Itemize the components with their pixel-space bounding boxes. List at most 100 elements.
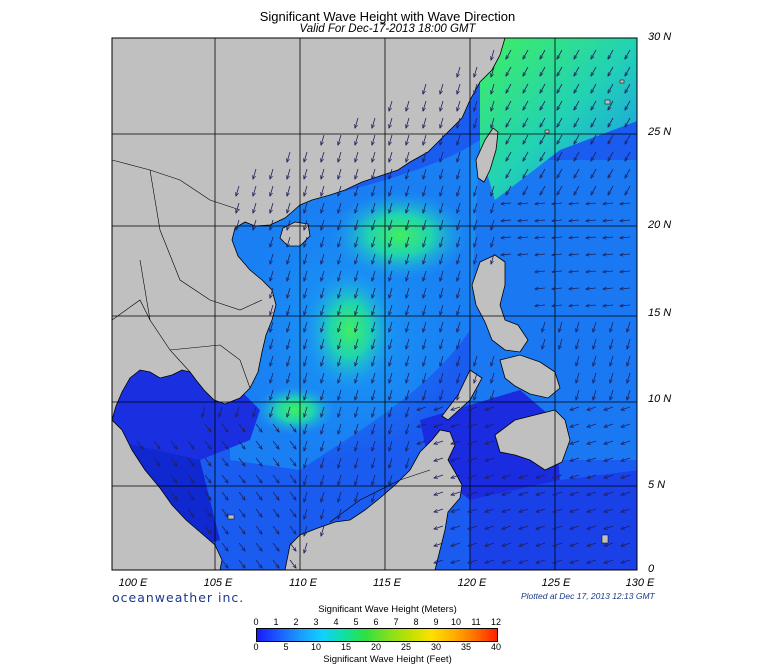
- wave-arrow: [255, 525, 262, 534]
- wave-arrow: [593, 372, 597, 383]
- lat-label-0: 0: [648, 563, 655, 575]
- wave-arrow: [287, 168, 291, 179]
- wave-arrow: [406, 440, 410, 451]
- colorbar-meter-tick: 5: [353, 617, 359, 627]
- colorbar-feet-tick: 30: [430, 642, 441, 652]
- wave-arrow: [187, 440, 194, 449]
- wave-arrow: [569, 220, 580, 221]
- wave-arrow: [468, 406, 478, 410]
- wave-arrow: [474, 355, 478, 366]
- wave-arrow: [535, 220, 546, 221]
- wave-arrow: [321, 151, 325, 162]
- wave-arrow: [576, 355, 580, 366]
- wave-arrow: [610, 355, 614, 366]
- wave-arrow: [434, 525, 444, 529]
- wave-arrow: [627, 338, 631, 349]
- wave-arrow: [355, 321, 359, 332]
- wave-arrow: [457, 202, 461, 213]
- wave-arrow: [491, 372, 495, 383]
- wave-arrow: [321, 253, 325, 264]
- wave-arrow: [523, 49, 529, 59]
- wave-arrow: [468, 423, 478, 427]
- wave-arrow: [451, 542, 461, 546]
- wave-arrow: [304, 491, 308, 502]
- wave-arrow: [502, 525, 512, 529]
- wave-arrow: [270, 304, 274, 315]
- wave-arrow: [518, 220, 529, 221]
- wave-arrow: [610, 321, 614, 332]
- wave-arrow: [474, 389, 478, 400]
- wave-arrow: [304, 457, 308, 468]
- wave-arrow: [557, 100, 563, 110]
- wave-arrow: [552, 254, 563, 255]
- wave-arrow: [406, 321, 410, 332]
- wave-arrow: [136, 440, 143, 449]
- wave-arrow: [289, 474, 296, 483]
- wave-arrow: [603, 271, 614, 272]
- wave-arrow: [270, 287, 274, 298]
- wave-arrow: [468, 542, 478, 546]
- wave-arrow: [523, 185, 529, 195]
- wave-arrow: [603, 305, 614, 306]
- wave-arrow: [338, 423, 342, 434]
- wave-arrow: [304, 168, 308, 179]
- wave-arrow: [593, 338, 597, 349]
- wave-arrow: [355, 134, 359, 145]
- wave-arrow: [304, 304, 308, 315]
- lat-label-5: 5 N: [648, 479, 666, 491]
- wave-arrow: [253, 185, 257, 196]
- wave-arrow: [491, 219, 495, 230]
- wave-arrow: [608, 49, 614, 59]
- wave-arrow: [608, 100, 614, 110]
- wave-arrow: [457, 253, 461, 264]
- wave-arrow: [603, 237, 614, 238]
- wave-arrow: [304, 219, 308, 230]
- wave-arrow: [255, 508, 262, 517]
- wave-arrow: [540, 185, 546, 195]
- wave-arrow: [389, 304, 393, 315]
- wave-arrow: [287, 338, 291, 349]
- wave-arrow: [625, 185, 631, 195]
- wave-arrow: [501, 237, 512, 238]
- wave-arrow: [338, 134, 342, 145]
- wave-arrow: [321, 355, 325, 366]
- wave-arrow: [491, 66, 495, 77]
- wave-arrow: [406, 287, 410, 298]
- wave-arrow: [287, 253, 291, 264]
- wave-arrow: [304, 508, 308, 519]
- wave-arrow: [440, 151, 444, 162]
- wave-arrow: [621, 525, 631, 529]
- wave-arrow: [338, 219, 342, 230]
- wave-arrow: [304, 185, 308, 196]
- wave-arrow: [474, 185, 478, 196]
- wave-arrow: [389, 270, 393, 281]
- wave-arrow: [604, 491, 614, 495]
- wave-arrow: [474, 202, 478, 213]
- wave-arrow: [625, 83, 631, 93]
- wave-arrow: [620, 254, 631, 255]
- wave-arrow: [502, 542, 512, 546]
- lat-label-15: 15 N: [648, 307, 672, 319]
- wave-arrow: [338, 168, 342, 179]
- wave-arrow: [587, 542, 597, 546]
- wave-arrow: [451, 508, 461, 512]
- wave-arrow: [604, 508, 614, 512]
- wave-arrow: [270, 202, 274, 213]
- wave-arrow: [591, 100, 597, 110]
- wave-arrow: [304, 338, 308, 349]
- wave-arrow: [485, 491, 495, 495]
- wave-arrow: [576, 389, 580, 400]
- wave-arrow: [586, 237, 597, 238]
- wave-arrow: [221, 508, 228, 517]
- wave-arrow: [440, 253, 444, 264]
- wave-arrow: [620, 220, 631, 221]
- wave-arrow: [593, 389, 597, 400]
- wave-arrow: [434, 542, 444, 546]
- wave-arrow: [574, 49, 580, 59]
- wave-arrow: [491, 100, 495, 111]
- wave-arrow: [434, 457, 444, 461]
- wave-arrow: [255, 457, 262, 466]
- wave-arrow: [338, 508, 342, 519]
- wave-arrow: [557, 151, 563, 161]
- wave-arrow: [221, 457, 228, 466]
